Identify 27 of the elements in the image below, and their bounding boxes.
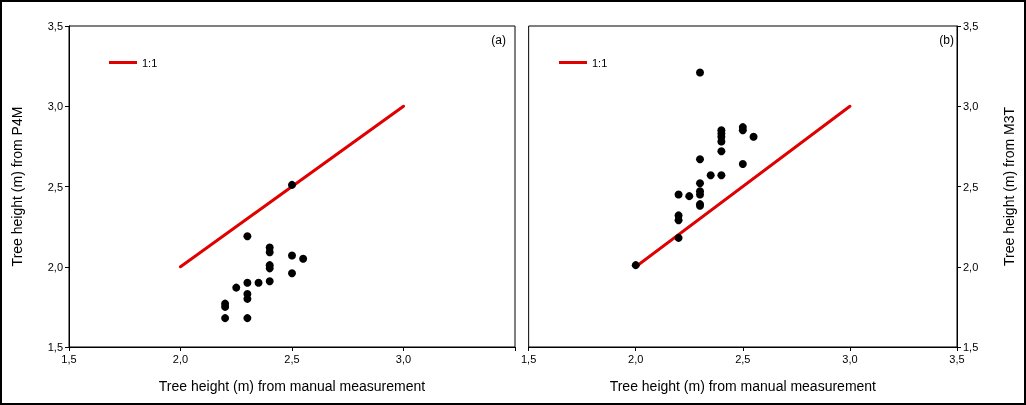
- x-tick-label: 3,0: [395, 352, 412, 365]
- annotation: (b): [939, 33, 955, 47]
- y-tick-label: 1,5: [47, 341, 63, 353]
- x-tick-label: 2,0: [628, 352, 644, 365]
- x-tick-label: 1,5: [61, 352, 77, 365]
- y2-tick-label: 2,0: [963, 260, 979, 273]
- x-tick-label: 1,5: [521, 352, 537, 365]
- y2-axis-title: Tree height (m) from M3T: [1001, 106, 1017, 266]
- x-tick-label: 3,5: [949, 352, 965, 365]
- x-tick-label: 2,5: [284, 352, 300, 365]
- x-axis-title: Tree height (m) from manual measurement: [158, 378, 426, 394]
- y2-tick-label: 1,5: [963, 341, 979, 353]
- y-tick-label: 3,5: [47, 20, 63, 32]
- x-tick-label: 2,0: [172, 352, 189, 365]
- y-axis-title: Tree height (m) from P4M: [9, 106, 25, 267]
- y2-tick-label: 3,0: [963, 100, 979, 113]
- y2-tick-label: 2,5: [963, 180, 979, 193]
- annotation: (a): [491, 33, 507, 47]
- legend-label: 1:1: [592, 56, 608, 69]
- y-tick-label: 2,5: [47, 180, 63, 193]
- x-axis-title: Tree height (m) from manual measurement: [609, 378, 877, 394]
- x-tick-label: 3,0: [842, 352, 858, 365]
- legend-label: 1:1: [142, 56, 158, 69]
- y-tick-label: 3,0: [47, 100, 63, 113]
- y2-tick-label: 3,5: [963, 20, 979, 32]
- y-tick-label: 2,0: [47, 260, 63, 273]
- x-tick-label: 2,5: [735, 352, 751, 365]
